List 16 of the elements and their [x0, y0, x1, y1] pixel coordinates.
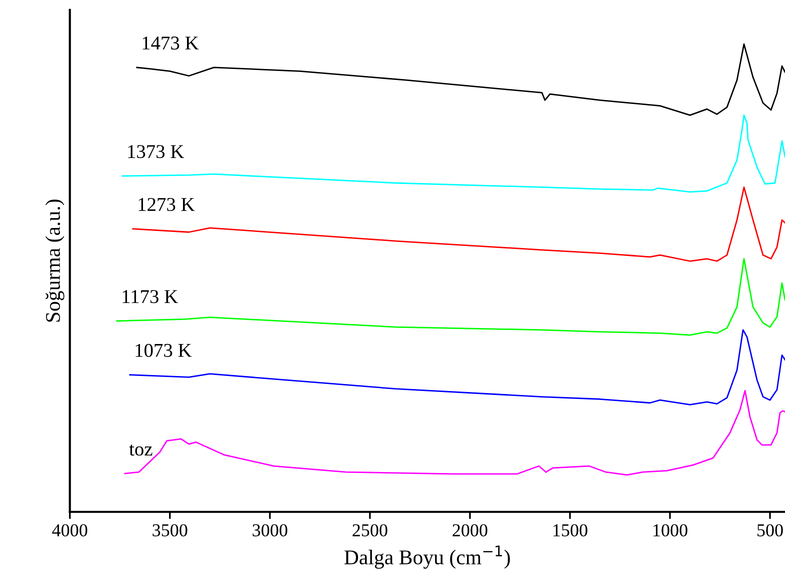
x-tick-label: 3000 [252, 524, 288, 536]
x-tick-label: 2500 [352, 524, 388, 536]
series-label: 1173 K [122, 290, 178, 304]
y-axis-title: Soğurma (a.u.) [45, 200, 64, 322]
series-label: 1473 K [142, 36, 199, 50]
x-tick-label: 3500 [152, 524, 188, 536]
series-label: 1373 K [128, 145, 184, 158]
x-tick-label: 1500 [553, 524, 588, 536]
series-label: 1073 K [136, 344, 192, 357]
x-tick-label: 500 [758, 524, 783, 536]
series-label: 1273 K [138, 198, 195, 212]
x-tick-label: 4000 [52, 524, 88, 536]
x-tick-label: 1000 [654, 524, 688, 536]
x-tick-label: 2000 [452, 524, 488, 536]
series-label: toz [129, 444, 152, 456]
x-axis-title: Dalga Boyu (cm$^{−1}$) [344, 546, 510, 569]
